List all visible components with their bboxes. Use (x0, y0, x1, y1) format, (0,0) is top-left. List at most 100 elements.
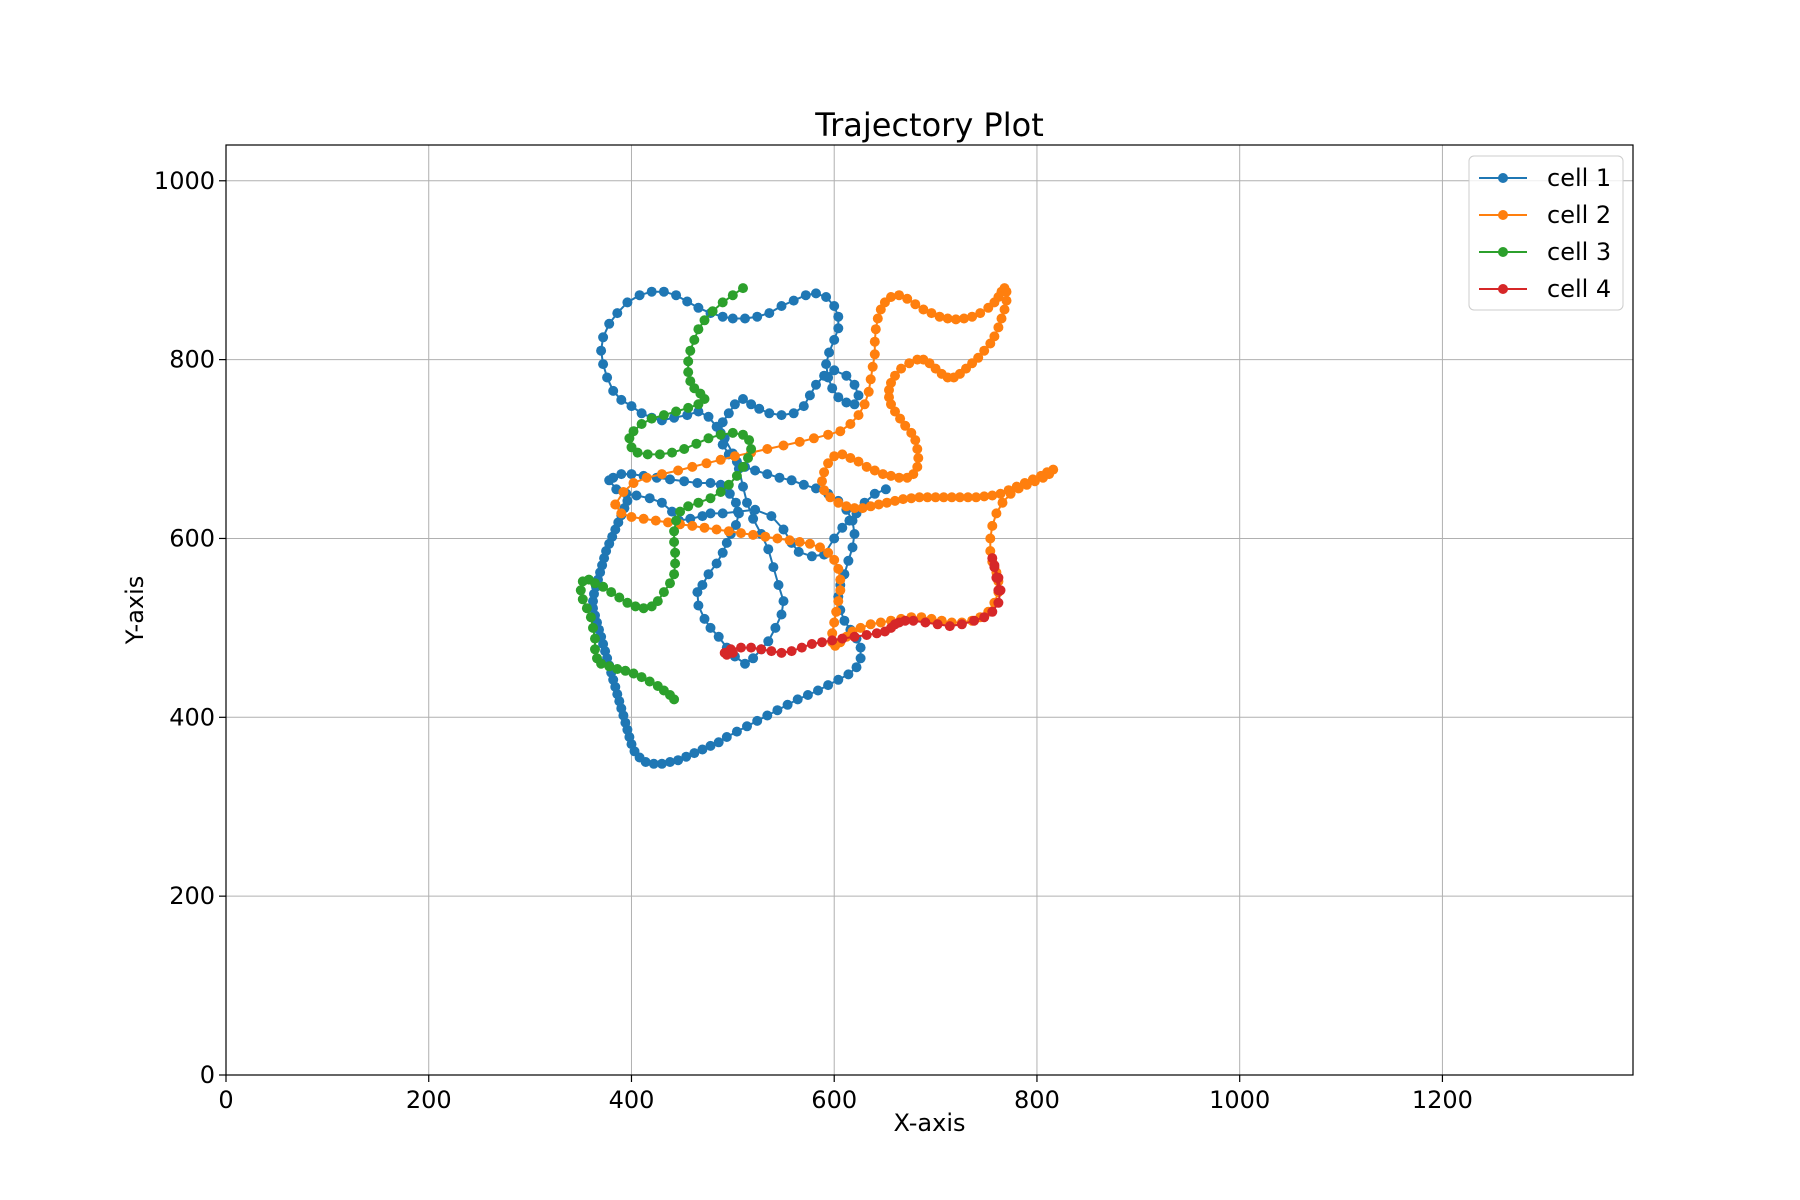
data-point (872, 313, 883, 324)
x-tick-label: 200 (406, 1086, 452, 1114)
data-point (861, 630, 872, 640)
data-point (723, 408, 734, 419)
y-tick-label: 800 (169, 346, 215, 374)
data-point (1038, 472, 1048, 483)
data-point (665, 757, 675, 767)
data-point (999, 304, 1010, 315)
data-point (849, 399, 860, 410)
data-point (849, 379, 860, 390)
data-point (693, 399, 704, 410)
data-point (608, 385, 619, 396)
data-point (825, 492, 836, 503)
data-point (750, 504, 761, 515)
data-point (616, 469, 627, 480)
data-point (930, 492, 941, 503)
data-point (729, 399, 740, 410)
data-point (705, 508, 716, 519)
data-point (906, 493, 917, 504)
data-point (598, 359, 609, 370)
data-point (731, 726, 742, 737)
data-point (869, 336, 880, 347)
legend-item: cell 1 (1479, 164, 1611, 192)
data-point (798, 479, 809, 490)
data-point (880, 484, 891, 495)
legend-label: cell 1 (1547, 164, 1611, 192)
data-point (717, 547, 728, 558)
data-point (650, 515, 661, 526)
data-point (833, 497, 844, 508)
y-tick-label: 200 (169, 882, 215, 910)
chart-title: Trajectory Plot (814, 106, 1043, 144)
data-point (829, 533, 840, 544)
data-point (813, 685, 823, 696)
data-point (910, 435, 921, 446)
data-point (740, 658, 750, 669)
data-point (772, 705, 783, 716)
data-point (598, 332, 609, 343)
data-point (1001, 295, 1012, 306)
data-point (934, 311, 945, 322)
data-point (612, 308, 623, 319)
data-point (843, 555, 854, 566)
data-point (886, 470, 896, 481)
data-point (748, 513, 759, 524)
data-point (656, 497, 667, 508)
data-point (577, 594, 588, 605)
data-point (912, 354, 923, 365)
data-point (881, 497, 892, 508)
data-point (991, 508, 1002, 519)
data-point (824, 347, 835, 358)
data-point (606, 587, 617, 598)
data-point (770, 622, 781, 633)
data-point (693, 406, 704, 417)
data-point (630, 601, 641, 612)
data-point (839, 615, 850, 626)
data-point (681, 751, 692, 762)
data-point (996, 313, 1007, 324)
data-point (746, 444, 757, 454)
data-point (738, 394, 748, 404)
data-point (701, 458, 712, 469)
data-point (711, 524, 722, 535)
data-point (861, 461, 872, 472)
data-point (873, 499, 884, 510)
data-point (723, 479, 734, 490)
data-point (987, 606, 998, 617)
data-point (784, 535, 795, 546)
data-point (713, 631, 724, 642)
data-point (776, 301, 787, 311)
data-point (575, 585, 586, 596)
data-point (670, 547, 681, 558)
data-point (898, 494, 909, 505)
data-point (788, 408, 799, 419)
data-point (857, 503, 868, 514)
data-point (685, 345, 696, 356)
data-point (833, 323, 844, 334)
data-point (959, 313, 969, 324)
data-point (658, 587, 669, 598)
data-point (689, 334, 700, 345)
data-point (841, 370, 852, 381)
data-point (715, 479, 726, 490)
data-point (833, 674, 844, 685)
data-point (865, 374, 876, 385)
data-point (736, 528, 746, 539)
data-point (794, 537, 805, 547)
data-point (849, 631, 860, 642)
data-point (727, 647, 738, 658)
data-point (815, 542, 825, 553)
data-point (932, 619, 943, 630)
data-point (703, 433, 714, 444)
data-point (748, 653, 759, 664)
data-point (835, 585, 846, 596)
data-point (778, 440, 789, 451)
x-tick-label: 400 (609, 1086, 655, 1114)
data-point (827, 383, 838, 394)
data-point (869, 488, 880, 499)
data-point (788, 295, 799, 306)
data-point (821, 292, 832, 302)
data-point (756, 644, 767, 655)
data-point (904, 358, 915, 369)
data-point (669, 569, 680, 580)
data-point (723, 526, 734, 537)
